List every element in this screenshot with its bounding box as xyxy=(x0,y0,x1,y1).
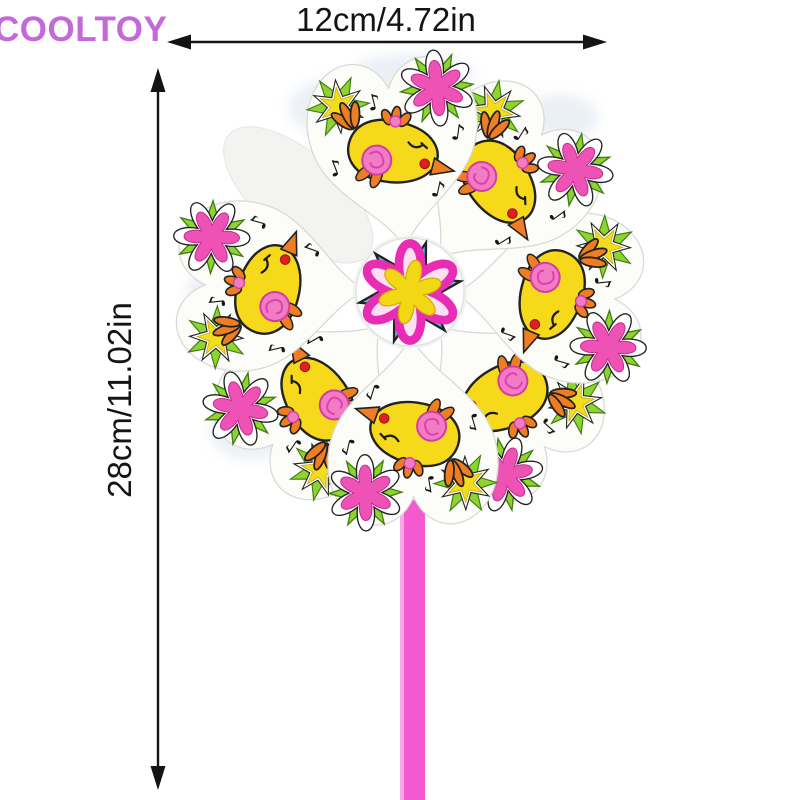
width-dimension-label: 12cm/4.72in xyxy=(296,1,476,38)
height-dimension-label: 28cm/11.02in xyxy=(101,302,138,498)
pinwheel-stick xyxy=(400,500,425,800)
arrowhead-left xyxy=(167,34,191,50)
brand-watermark: COOLTOY xyxy=(0,10,167,49)
height-dimension: 28cm/11.02in xyxy=(101,68,166,790)
arrowhead-down xyxy=(150,766,166,790)
arrowhead-up xyxy=(150,68,166,92)
arrowhead-right xyxy=(583,34,607,50)
width-dimension: 12cm/4.72in xyxy=(167,1,607,50)
pinwheel-hub xyxy=(350,227,470,357)
